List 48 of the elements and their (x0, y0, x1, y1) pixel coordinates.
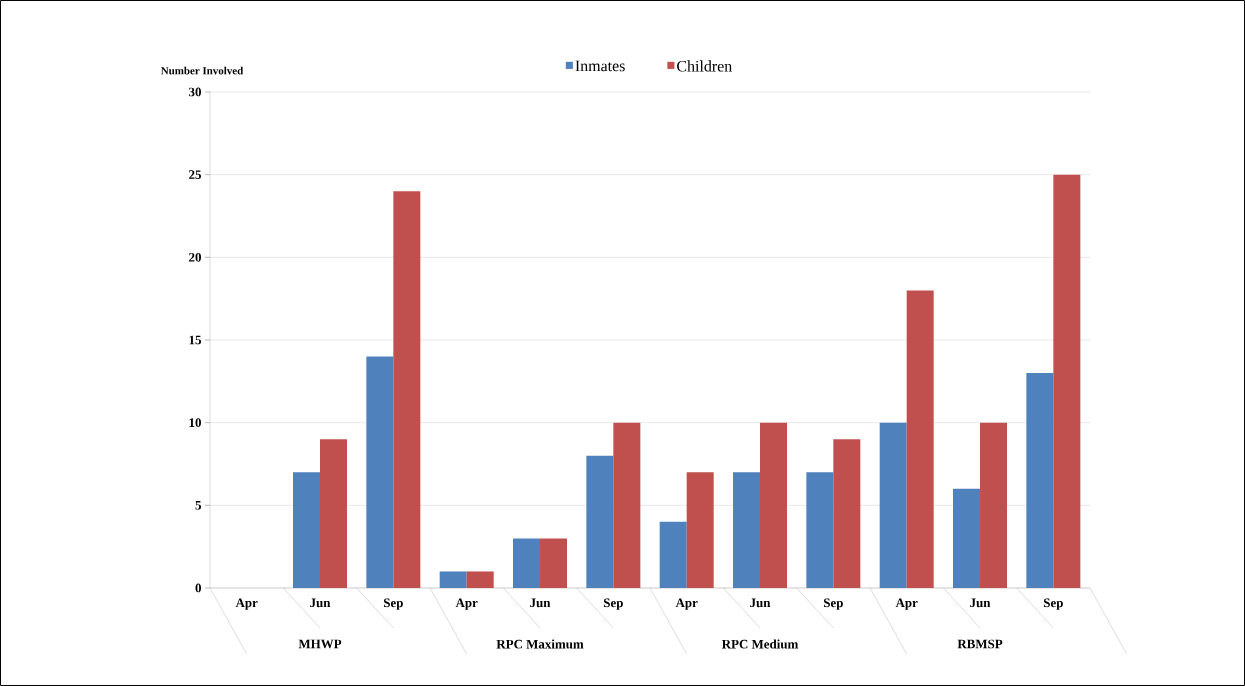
x-tick-label: Apr (235, 598, 258, 610)
bar (366, 356, 394, 588)
bar (1026, 373, 1054, 588)
x-tick-label: Jun (530, 598, 551, 608)
x-tick-label: Sep (383, 598, 403, 610)
bar (686, 472, 714, 588)
x-tick-label: Sep (823, 598, 843, 610)
bar (439, 571, 467, 588)
legend-label: Children (677, 60, 732, 72)
text: RPC Maximum (496, 639, 584, 649)
bar (906, 290, 934, 588)
x-tick-label: Apr (675, 598, 698, 610)
bar (293, 472, 321, 588)
legend-label: Inmates (575, 60, 625, 72)
bar (466, 571, 494, 588)
y-tick-label: 20 (189, 252, 201, 262)
bar (659, 521, 687, 588)
text: RBMSP (957, 639, 1003, 649)
x-tick-label: Apr (455, 598, 478, 610)
x-tick-label: Sep (1043, 598, 1063, 610)
y-tick-label: 15 (189, 335, 202, 345)
y-axis-title: Number Involved (160, 66, 244, 75)
text: RPC Medium (721, 639, 799, 649)
bar (953, 488, 981, 588)
text: MHWP (298, 639, 342, 649)
y-tick-label: 25 (189, 170, 202, 179)
bar (1053, 174, 1081, 588)
y-tick-label: 30 (189, 87, 201, 97)
x-tick-label: Sep (603, 598, 623, 610)
x-tick-label: Jun (970, 598, 991, 608)
bar (320, 439, 348, 588)
bar (833, 439, 861, 588)
x-tick-label: Apr (895, 598, 918, 610)
x-tick-label: Jun (750, 598, 771, 608)
y-tick-label: 10 (189, 418, 201, 428)
y-tick-label: 0 (195, 583, 201, 593)
bar (733, 472, 761, 588)
bar (586, 455, 614, 588)
x-tick-label: Jun (310, 598, 331, 608)
bar (980, 422, 1008, 588)
bar (806, 472, 834, 588)
bar (540, 538, 568, 588)
bar (879, 422, 907, 588)
bar (393, 191, 421, 588)
bar (613, 422, 641, 588)
y-tick-label: 5 (195, 501, 202, 510)
bar (513, 538, 541, 588)
bar (760, 422, 788, 588)
